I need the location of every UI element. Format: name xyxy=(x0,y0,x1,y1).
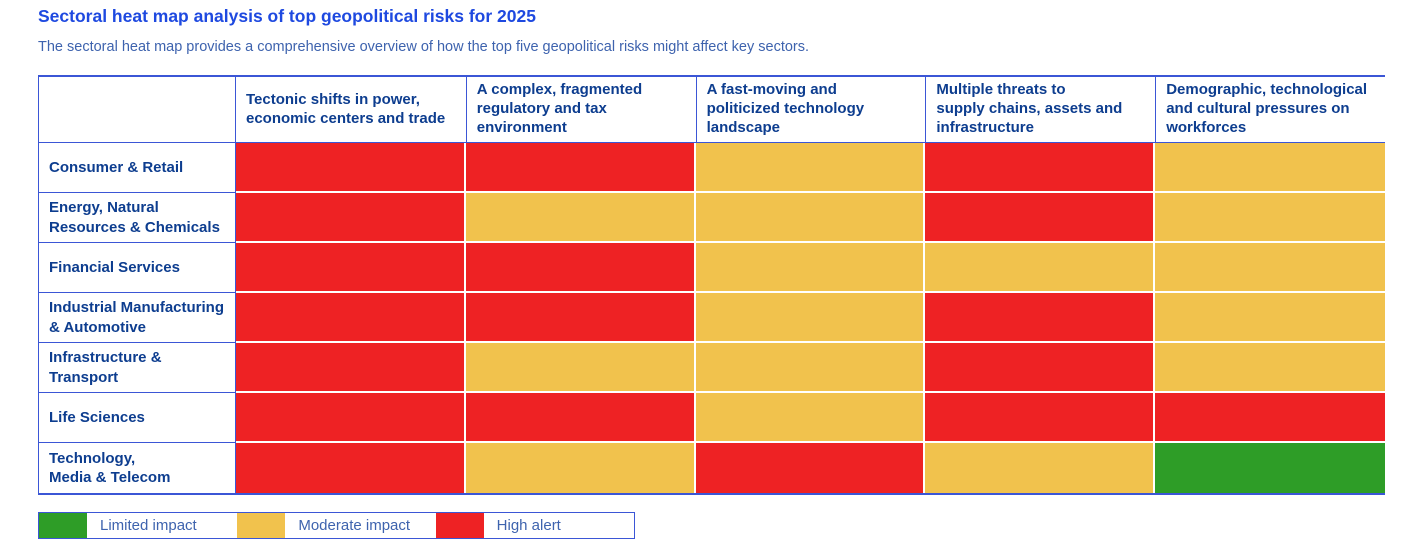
heatmap-cell-high xyxy=(925,193,1156,243)
legend-label-high: High alert xyxy=(496,517,561,534)
row-header-sector-1: Consumer & Retail xyxy=(39,143,236,193)
heatmap-cell-high xyxy=(925,293,1156,343)
heatmap-cell-high xyxy=(236,293,466,343)
heatmap-cell-high xyxy=(925,143,1156,193)
heatmap-cell-moderate xyxy=(925,243,1156,293)
legend-swatch-limited xyxy=(39,513,87,538)
heatmap-cell-moderate xyxy=(695,343,926,393)
heatmap-cell-high xyxy=(236,343,466,393)
heatmap-cell-moderate xyxy=(695,143,926,193)
row-header-sector-6: Life Sciences xyxy=(39,393,236,443)
heatmap-cell-high xyxy=(465,293,696,343)
heatmap-cell-moderate xyxy=(1155,143,1385,193)
heatmap-cell-high xyxy=(236,393,466,443)
row-header-sector-7: Technology, Media & Telecom xyxy=(39,443,236,493)
column-header-risk-5: Demographic, technological and cultural … xyxy=(1155,77,1385,143)
heatmap-cell-high xyxy=(465,243,696,293)
heatmap-cell-moderate xyxy=(695,293,926,343)
heatmap-cell-high xyxy=(236,193,466,243)
heatmap-cell-high xyxy=(236,443,466,493)
heatmap-cell-high xyxy=(236,243,466,293)
heatmap-cell-moderate xyxy=(1155,293,1385,343)
heatmap-cell-high xyxy=(925,343,1156,393)
row-header-sector-4: Industrial Manufacturing & Automotive xyxy=(39,293,236,343)
heatmap-cell-moderate xyxy=(1155,193,1385,243)
heatmap-cell-high xyxy=(695,443,926,493)
row-header-sector-2: Energy, Natural Resources & Chemicals xyxy=(39,193,236,243)
legend: Limited impact Moderate impact High alert xyxy=(38,512,635,539)
column-header-risk-4: Multiple threats to supply chains, asset… xyxy=(925,77,1156,143)
heatmap-cell-high xyxy=(465,393,696,443)
column-header-risk-2: A complex, fragmented regulatory and tax… xyxy=(465,77,696,143)
page-title: Sectoral heat map analysis of top geopol… xyxy=(38,6,536,26)
heatmap-cell-moderate xyxy=(1155,243,1385,293)
column-header-risk-1: Tectonic shifts in power, economic cente… xyxy=(236,77,466,143)
heatmap-cell-limited xyxy=(1155,443,1385,493)
legend-item-limited: Limited impact xyxy=(39,513,237,538)
legend-item-high: High alert xyxy=(435,513,634,538)
column-header-risk-3: A fast-moving and politicized technology… xyxy=(695,77,926,143)
heatmap-cell-moderate xyxy=(695,393,926,443)
legend-swatch-moderate xyxy=(237,513,286,538)
heatmap-cell-high xyxy=(465,143,696,193)
legend-swatch-high xyxy=(435,513,484,538)
legend-label-moderate: Moderate impact xyxy=(298,517,411,534)
row-header-sector-5: Infrastructure & Transport xyxy=(39,343,236,393)
heatmap-cell-moderate xyxy=(695,243,926,293)
heatmap-cell-moderate xyxy=(465,343,696,393)
heatmap-cell-high xyxy=(236,143,466,193)
page-subtitle: The sectoral heat map provides a compreh… xyxy=(38,39,810,55)
heatmap-grid: Tectonic shifts in power, economic cente… xyxy=(38,75,1385,495)
heatmap-cell-moderate xyxy=(1155,343,1385,393)
row-header-sector-3: Financial Services xyxy=(39,243,236,293)
table-corner-cell xyxy=(39,77,236,143)
heatmap-cell-moderate xyxy=(695,193,926,243)
legend-item-moderate: Moderate impact xyxy=(237,513,435,538)
heatmap-cell-high xyxy=(1155,393,1385,443)
heatmap-cell-moderate xyxy=(465,443,696,493)
legend-label-limited: Limited impact xyxy=(100,517,197,534)
heatmap-cell-moderate xyxy=(925,443,1156,493)
heatmap-cell-moderate xyxy=(465,193,696,243)
heatmap-cell-high xyxy=(925,393,1156,443)
